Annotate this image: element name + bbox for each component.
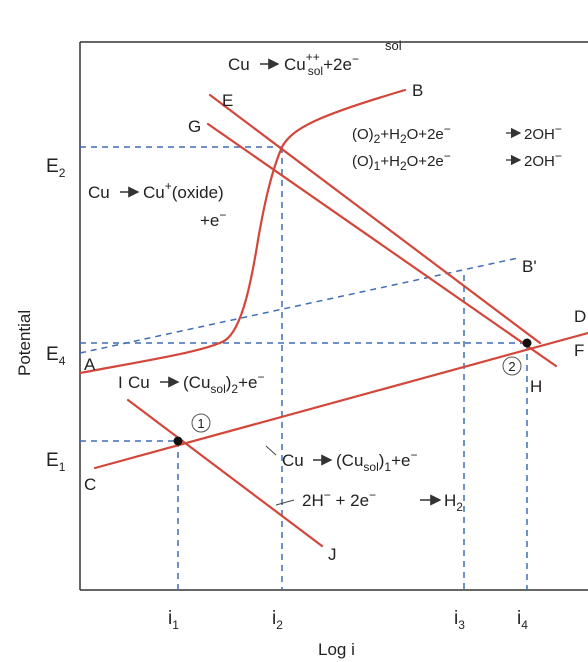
header-label: sol [385,38,402,53]
current-i1: i1 [168,608,179,632]
svg-text:Cu: Cu [88,183,110,202]
y-axis-title: Potential [15,310,34,376]
potential-e1: E1 [46,450,66,474]
svg-text:(O)2+H2O+2e−: (O)2+H2O+2e− [352,122,451,146]
svg-text:Cu+(oxide): Cu+(oxide) [143,179,224,202]
point-label-e: E [222,91,233,110]
potential-e4: E4 [46,344,66,368]
anodic-curve-a-b [78,88,407,375]
line-c-d [93,331,588,470]
svg-text:Cu: Cu [128,373,150,392]
svg-text:2H− + 2e−: 2H− + 2e− [302,488,376,510]
point-label-a: A [84,355,96,374]
intersection-point-1 [173,436,183,446]
point-label-i: I [118,373,123,392]
reaction-cu-to-cu-sol-2plus: Cu Cu++ sol+2e− [228,50,359,78]
svg-text:2OH−: 2OH− [524,149,562,170]
point-label-g: G [188,117,201,136]
current-i3: i3 [454,608,465,632]
point-label-d: D [574,307,586,326]
reaction-cu-to-cu-sol-2: Cu (Cusol)2+e− [128,370,265,396]
reaction-oxygen-1-reduction: (O)1+H2O+2e− 2OH− [352,149,562,173]
axes-frame [79,41,588,591]
marker-1: 1 [191,413,211,433]
point-label-f: F [574,341,584,360]
line-e-f [208,93,542,345]
line-g-h [206,122,558,368]
current-i2: i2 [272,608,283,632]
svg-text:H2: H2 [444,491,463,514]
svg-text:(O)1+H2O+2e−: (O)1+H2O+2e− [352,149,451,173]
point-label-j: J [328,545,337,564]
reaction-cu-to-cu-sol-1: Cu (Cusol)1+e− [265,445,418,474]
intersection-point-2 [522,338,532,348]
reaction-hydrogen-evolution: 2H− + 2e− H2 [275,488,463,514]
point-label-bprime: B' [522,257,537,276]
line-i-j [126,398,324,548]
svg-text:Cu: Cu [228,55,250,74]
reaction-oxygen-2-reduction: (O)2+H2O+2e− 2OH− [352,122,562,146]
marker-1-label: 1 [197,416,204,431]
guide-lines [79,146,528,590]
svg-text:(Cusol)2+e−: (Cusol)2+e− [183,370,265,396]
svg-text:Cu++sol+2e−: Cu++ sol+2e− [284,50,359,78]
marker-2: 2 [502,356,522,376]
point-label-c: C [84,475,96,494]
svg-text:Cu: Cu [282,451,304,470]
x-axis-title: Log i [318,640,355,659]
point-label-b: B [412,81,423,100]
polarization-curves [78,88,588,548]
svg-text:+e−: +e− [200,208,226,230]
potential-e2: E2 [46,156,66,180]
current-i4: i4 [517,608,528,632]
point-label-h: H [530,377,542,396]
svg-text:2OH−: 2OH− [524,122,562,143]
line-a-bprime [79,257,519,354]
reaction-cu-to-cu-oxide: Cu Cu+(oxide) +e− [88,179,226,230]
svg-text:(Cusol)1+e−: (Cusol)1+e− [336,448,418,474]
marker-2-label: 2 [508,359,515,374]
